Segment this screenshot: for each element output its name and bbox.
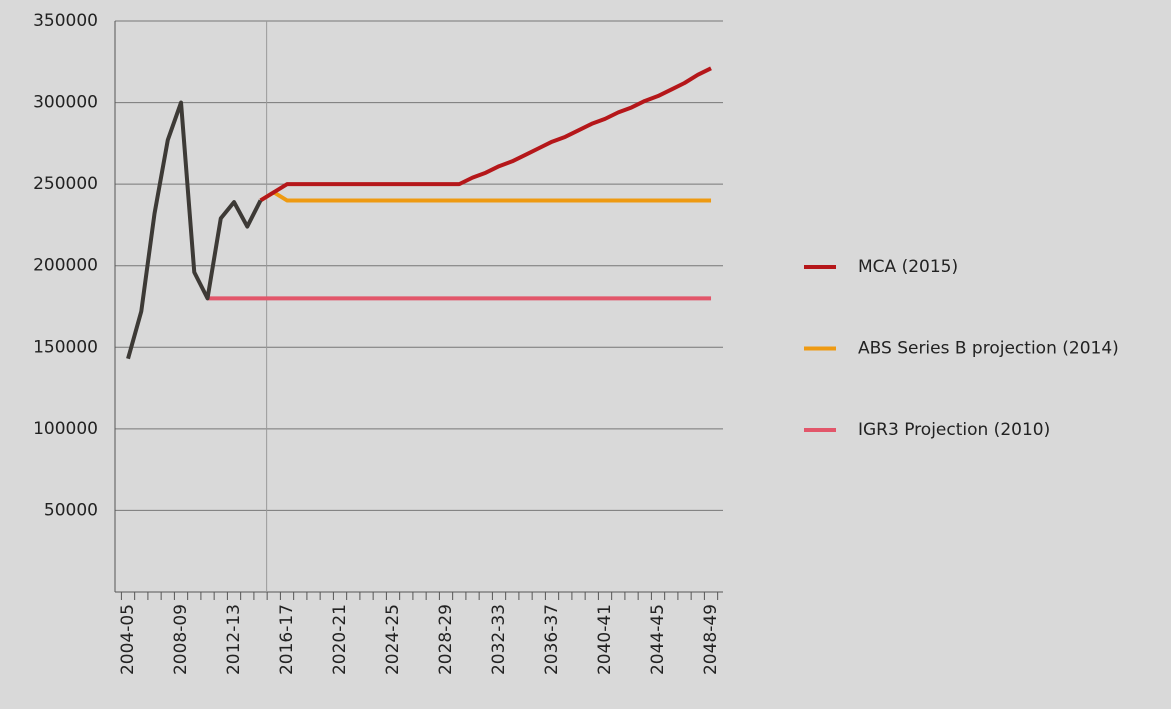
- x-tick-label: 2028-29: [436, 604, 456, 675]
- x-tick-label: 2004-05: [118, 604, 138, 675]
- x-tick-label: 2024-25: [383, 604, 403, 675]
- x-tick-label: 2048-49: [701, 604, 721, 675]
- series-line: [126, 100, 263, 360]
- x-tick-label: 2040-41: [595, 604, 615, 675]
- series-line: [259, 66, 712, 203]
- x-tick-label: 2020-21: [330, 604, 350, 675]
- x-tick-label: 2032-33: [489, 604, 509, 675]
- legend-label: ABS Series B projection (2014): [858, 339, 1119, 359]
- legend-label: IGR3 Projection (2010): [858, 420, 1050, 440]
- y-tick-label: 350000: [33, 11, 98, 31]
- y-tick-label: 150000: [33, 337, 98, 357]
- y-tick-label: 100000: [33, 419, 98, 439]
- x-tick-label: 2008-09: [171, 604, 191, 675]
- y-tick-label: 300000: [33, 93, 98, 113]
- y-tick-label: 200000: [33, 256, 98, 276]
- y-tick-label: 50000: [44, 500, 98, 520]
- x-tick-label: 2012-13: [224, 604, 244, 675]
- series-line: [259, 190, 712, 203]
- y-tick-label: 250000: [33, 174, 98, 194]
- x-tick-label: 2044-45: [648, 604, 668, 675]
- x-tick-label: 2036-37: [542, 604, 562, 675]
- x-tick-label: 2016-17: [277, 604, 297, 675]
- legend-label: MCA (2015): [858, 257, 958, 277]
